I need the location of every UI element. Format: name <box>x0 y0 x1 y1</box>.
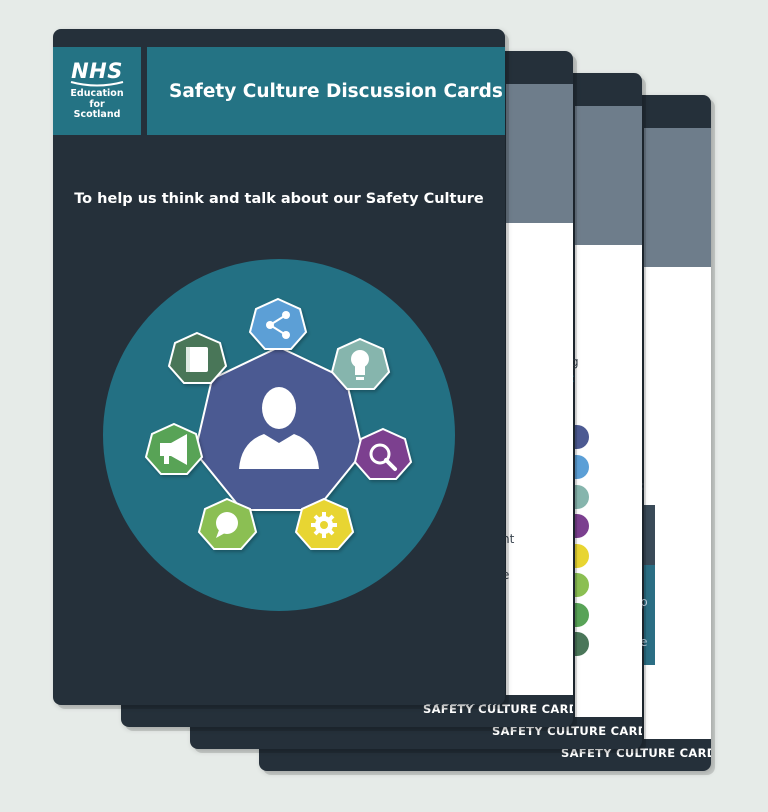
chat-icon <box>197 497 258 550</box>
search-icon <box>353 427 413 480</box>
front-card: NHS Education for Scotland Safety Cultur… <box>53 29 505 705</box>
card3-text-p: p <box>640 595 648 609</box>
logo-line-3: Scotland <box>73 109 121 120</box>
card1-text-nt: nt <box>502 532 515 546</box>
card2-text-colon: : <box>571 371 576 385</box>
share-icon <box>248 297 308 350</box>
card3-text-e: e <box>640 635 648 649</box>
book-icon <box>167 331 228 384</box>
front-footer: SAFETY CULTURE CARDS <box>424 702 505 705</box>
illustration <box>103 259 455 611</box>
person-icon <box>193 345 365 511</box>
card3-text-colon: : <box>640 479 645 493</box>
logo-line-1: Education <box>70 88 124 99</box>
logo-line-2: for <box>89 98 105 110</box>
card-title: Safety Culture Discussion Cards <box>147 47 505 135</box>
card3-footer: SAFETY CULTURE CARDS <box>561 746 711 760</box>
logo-brand: NHS <box>71 59 123 83</box>
gear-icon <box>294 497 355 550</box>
card2-footer: SAFETY CULTURE CARDS <box>492 724 642 738</box>
card-subtitle: To help us think and talk about our Safe… <box>74 191 484 207</box>
lightbulb-icon <box>330 337 391 390</box>
card1-footer: SAFETY CULTURE CARDS <box>423 702 573 716</box>
card2-text-g: g <box>571 355 579 369</box>
card-title-text: Safety Culture Discussion Cards <box>169 80 503 102</box>
card1-text-e: e <box>502 568 510 582</box>
megaphone-icon <box>144 422 204 475</box>
nhs-logo: NHS Education for Scotland <box>53 47 141 135</box>
